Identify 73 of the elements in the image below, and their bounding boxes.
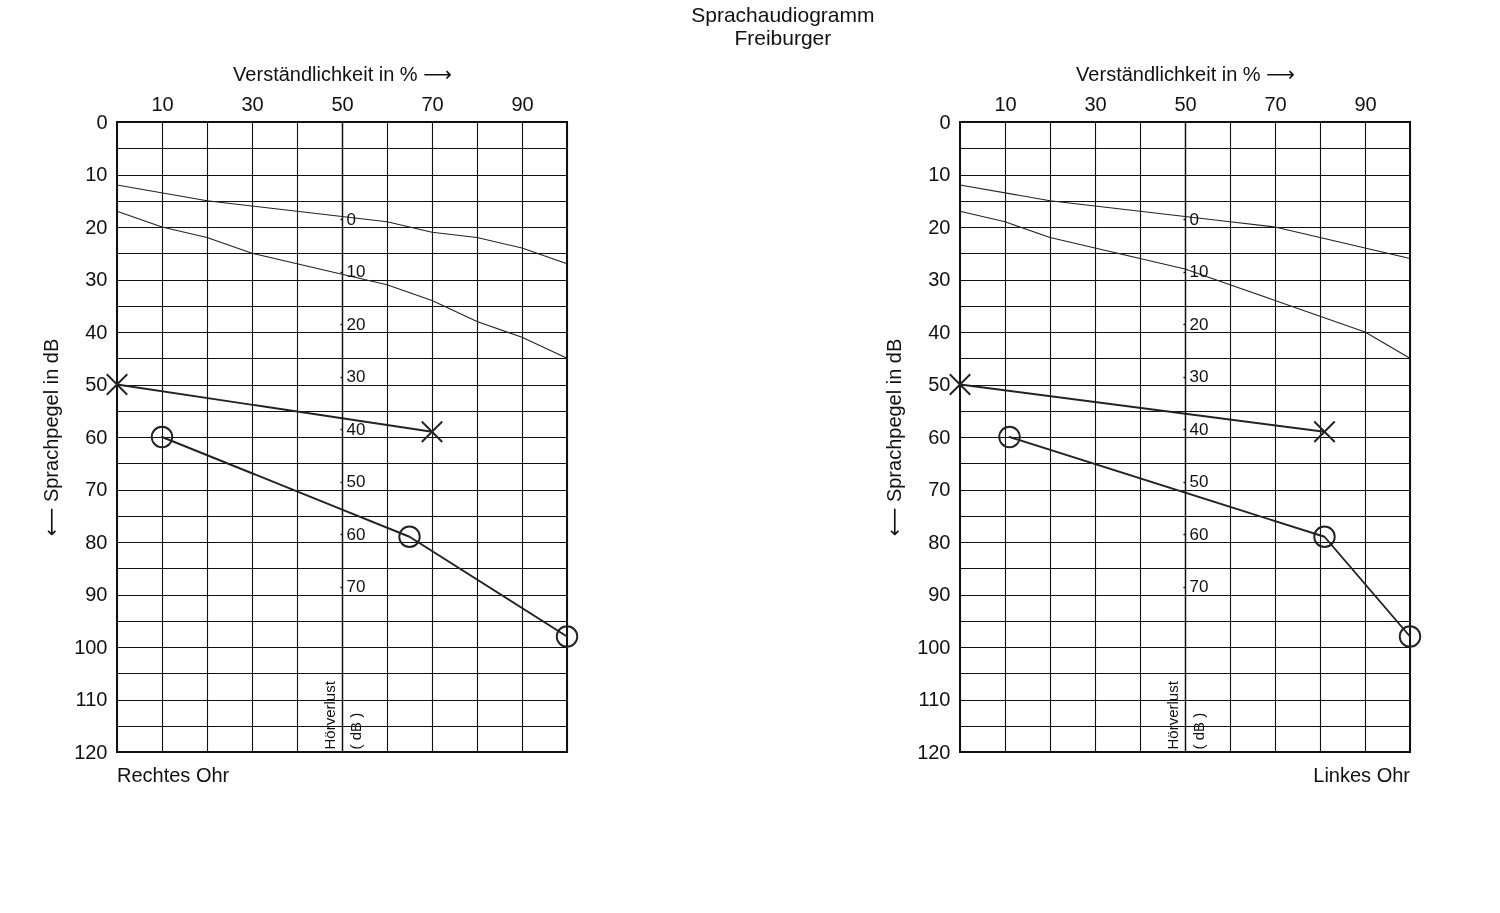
y-tick-label: 0 — [939, 110, 951, 133]
y-tick-label: 60 — [928, 425, 951, 448]
point — [948, 373, 972, 396]
y-tick-label: 40 — [85, 320, 108, 343]
y-tick-label: 80 — [928, 530, 951, 553]
y2-tick-label: 70 — [1189, 577, 1209, 597]
line-series — [959, 184, 1411, 260]
y-tick-label: 10 — [85, 163, 108, 185]
y2-tick-label: 30 — [1189, 367, 1209, 387]
y-tick-label: 120 — [917, 740, 951, 763]
y2-tick-label: 20 — [1189, 314, 1209, 334]
y2-tick-label: 40 — [346, 419, 366, 439]
x-tick-label: 30 — [1084, 92, 1107, 115]
y-tick-label: 60 — [85, 425, 108, 448]
text: Rechtes Ohr — [117, 764, 230, 786]
x-tick-label: 50 — [1174, 92, 1197, 115]
x-axis-title: Verständlichkeit in % ⟶ — [233, 62, 452, 85]
y2-tick-label: 60 — [346, 524, 366, 544]
line-series — [959, 210, 1411, 359]
y2-tick-label: 20 — [346, 314, 366, 334]
line-series — [116, 184, 568, 265]
y2-tick-label: 60 — [1189, 524, 1209, 544]
y2-axis-title: Hörverlust ( dB ) — [1163, 680, 1207, 750]
y-tick-label: 110 — [918, 688, 951, 710]
y-tick-label: 100 — [917, 635, 951, 658]
x-tick-label: 50 — [331, 92, 354, 115]
x-tick-label: 10 — [994, 92, 1017, 115]
y-tick-label: 70 — [928, 478, 951, 500]
y2-tick-label: 10 — [346, 262, 366, 282]
y-tick-label: 20 — [85, 215, 108, 238]
y2-tick-label: 50 — [1189, 472, 1209, 492]
y2-tick-label: 30 — [346, 367, 366, 387]
point — [420, 420, 444, 443]
y-tick-label: 70 — [85, 478, 108, 500]
y-tick-label: 20 — [928, 215, 951, 238]
x-tick-label: 10 — [151, 92, 174, 115]
y-tick-label: 110 — [75, 688, 108, 710]
y-tick-label: 90 — [85, 583, 108, 605]
point — [150, 425, 174, 449]
point — [555, 625, 579, 648]
y-tick-label: 0 — [96, 110, 108, 133]
y-axis-title: ⟵ Sprachpegel in dB — [40, 338, 63, 537]
y-tick-label: 40 — [928, 320, 951, 343]
point — [1313, 525, 1336, 548]
point — [998, 425, 1021, 449]
y-tick-label: 10 — [928, 163, 951, 185]
x-tick-label: 70 — [1264, 92, 1287, 115]
y-tick-label: 50 — [928, 373, 951, 395]
point — [398, 525, 421, 548]
y-tick-label: 90 — [928, 583, 951, 605]
x-tick-label: 70 — [421, 92, 444, 115]
y-tick-label: 100 — [74, 635, 108, 658]
x-axis-title: Verständlichkeit in % ⟶ — [1076, 62, 1295, 85]
y-axis-title: ⟵ Sprachpegel in dB — [883, 338, 906, 537]
y-tick-label: 120 — [74, 740, 108, 763]
point — [1313, 420, 1336, 443]
y2-tick-label: 50 — [346, 472, 366, 492]
y2-tick-label: 40 — [1189, 419, 1209, 439]
y-tick-label: 30 — [928, 268, 951, 290]
text: Sprachaudiogramm — [691, 3, 875, 26]
y2-axis-title: Hörverlust ( dB ) — [320, 680, 364, 750]
y-tick-label: 80 — [85, 530, 108, 553]
y-tick-label: 30 — [85, 268, 108, 290]
text: Freiburger — [734, 26, 832, 49]
point — [1398, 625, 1422, 648]
y-tick-label: 50 — [85, 373, 108, 395]
y2-tick-label: 70 — [346, 577, 366, 597]
text: Linkes Ohr — [1313, 764, 1411, 786]
x-tick-label: 90 — [1354, 92, 1377, 115]
line-series — [116, 210, 568, 359]
x-tick-label: 90 — [511, 92, 534, 115]
point — [105, 373, 129, 396]
x-tick-label: 30 — [241, 92, 264, 115]
